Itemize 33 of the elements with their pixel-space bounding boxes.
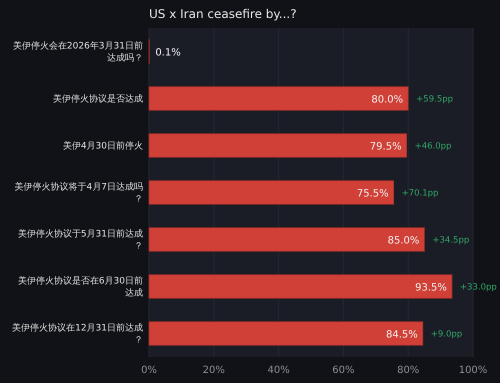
data-label: 79.5% (370, 142, 402, 152)
data-label: 93.5% (415, 282, 447, 294)
x-tick-label: 80% (397, 365, 420, 376)
y-tick-label: 美伊停火协议在12月31日前达成？ (12, 322, 143, 346)
y-tick-label: 美伊停火协议将于4月7日达成吗？ (14, 182, 143, 204)
data-label: 84.5% (386, 330, 418, 340)
y-tick-label: 美伊停火协议是否在6月30日前达成 (18, 276, 143, 298)
x-tick-label: 0% (141, 365, 157, 376)
bar (148, 180, 394, 205)
annotation: +70.1pp (402, 188, 438, 198)
bar (148, 133, 407, 158)
bar (148, 86, 409, 111)
data-label: 80.0% (371, 94, 404, 106)
annotation: +9.0pp (430, 330, 462, 340)
bar (148, 321, 424, 346)
x-tick-label: 60% (332, 365, 355, 376)
x-tick-label: 40% (267, 365, 290, 376)
y-tick-label: 美伊停火协议是否达成 (53, 94, 143, 104)
x-tick-label: 20% (202, 365, 225, 376)
y-tick-label: 美伊停火会在2026年3月31日前达成吗？ (12, 40, 143, 64)
annotation: +34.5pp (432, 236, 470, 246)
bar (148, 274, 452, 299)
annotation: +46.0pp (414, 142, 452, 152)
data-label: 75.5% (356, 188, 389, 200)
bar (148, 227, 425, 252)
annotation: +33.0pp (460, 282, 497, 292)
data-label: 0.1% (155, 48, 181, 58)
annotation: +59.5pp (416, 94, 454, 104)
y-tick-label: 美伊4月30日前停火 (62, 140, 143, 152)
chart-title: US x Iran ceasefire by...? (149, 7, 297, 21)
y-tick-label: 美伊停火协议于5月31日前达成？ (18, 228, 143, 252)
data-label: 85.0% (388, 236, 420, 246)
x-tick-label: 100% (458, 365, 488, 376)
